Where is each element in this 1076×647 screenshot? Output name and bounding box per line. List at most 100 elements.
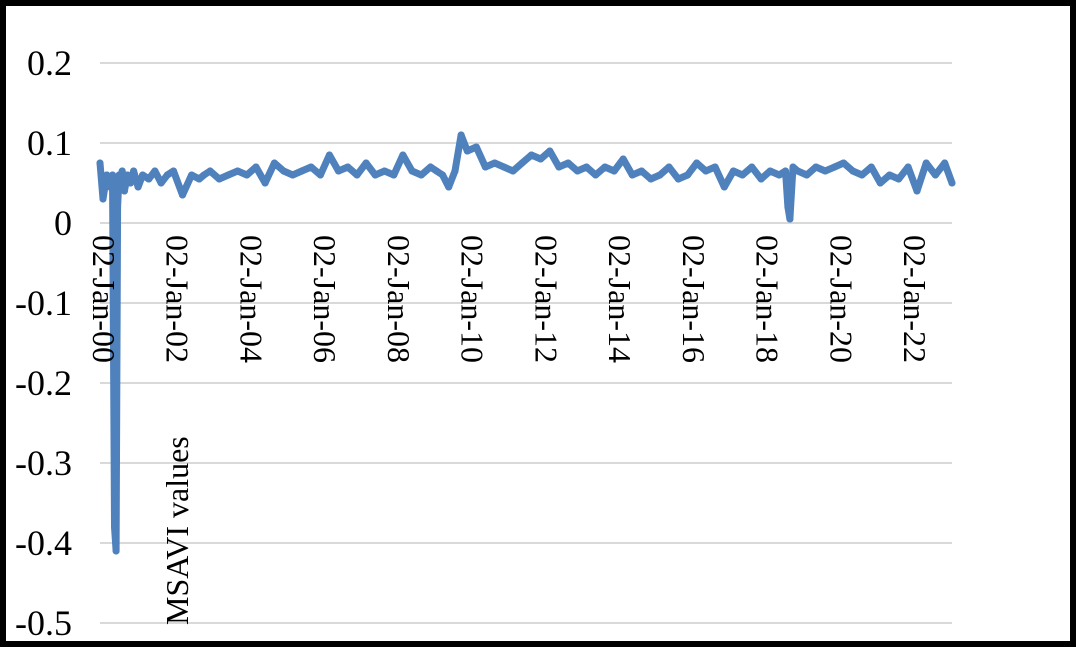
data-point — [794, 167, 802, 175]
x-tick-label: 02-Jan-10 — [455, 235, 491, 363]
data-point — [433, 167, 440, 175]
y-tick-label: -0.1 — [15, 283, 72, 323]
data-point — [114, 203, 122, 211]
data-point — [120, 187, 128, 195]
data-point — [674, 175, 682, 183]
data-point — [948, 179, 956, 187]
data-point — [555, 163, 563, 171]
data-point — [371, 171, 379, 179]
data-point — [684, 171, 692, 179]
y-tick-label: 0.1 — [27, 123, 72, 163]
data-point — [316, 171, 324, 179]
x-tick-label: 02-Jan-22 — [897, 235, 933, 363]
y-axis-ticks: 0.2 0.1 0 -0.1 -0.2 -0.3 -0.4 -0.5 — [15, 43, 72, 643]
data-point — [831, 163, 839, 171]
data-point — [109, 171, 116, 179]
data-point — [188, 171, 196, 179]
data-point — [381, 167, 388, 175]
data-point — [206, 167, 214, 175]
data-point — [610, 167, 618, 175]
data-point — [117, 179, 125, 187]
data-point — [527, 151, 535, 159]
data-point — [757, 175, 765, 183]
data-point — [103, 171, 111, 179]
data-point — [840, 159, 848, 167]
data-point — [656, 171, 664, 179]
series-layer — [96, 131, 956, 555]
data-point — [106, 183, 114, 191]
data-point — [399, 151, 407, 159]
x-tick-label: 02-Jan-16 — [676, 235, 712, 363]
data-point — [647, 175, 655, 183]
data-point — [702, 167, 710, 175]
data-point — [353, 171, 361, 179]
data-point — [130, 167, 138, 175]
data-point — [619, 155, 627, 163]
data-point — [362, 159, 370, 167]
data-point — [195, 175, 203, 183]
data-point — [518, 159, 526, 167]
data-point — [766, 167, 774, 175]
data-point — [457, 131, 465, 139]
x-tick-label: 02-Jan-04 — [234, 235, 270, 363]
data-point — [99, 195, 107, 203]
data-point — [583, 163, 590, 171]
data-point — [111, 523, 118, 531]
y-tick-label: -0.3 — [15, 443, 72, 483]
data-point — [748, 163, 756, 171]
data-point — [390, 171, 398, 179]
data-point — [439, 171, 447, 179]
data-point — [134, 183, 142, 191]
data-point — [127, 179, 135, 187]
data-point — [124, 171, 131, 179]
data-point — [215, 175, 223, 183]
data-point — [139, 171, 147, 179]
data-point — [261, 179, 269, 187]
data-point — [451, 167, 459, 175]
x-tick-label: 02-Jan-02 — [160, 235, 196, 363]
data-point — [592, 171, 600, 179]
data-point — [472, 143, 480, 151]
x-tick-label: 02-Jan-08 — [381, 235, 417, 363]
data-point — [784, 203, 792, 211]
data-point — [849, 167, 857, 175]
data-point — [601, 163, 609, 171]
data-point — [224, 171, 232, 179]
data-point — [335, 167, 342, 175]
data-point — [325, 151, 333, 159]
x-axis-ticks: 02-Jan-00 02-Jan-02 02-Jan-04 02-Jan-06 02-J… — [86, 235, 933, 363]
data-point — [904, 163, 912, 171]
data-point — [665, 163, 673, 171]
data-point — [157, 179, 165, 187]
data-point — [170, 167, 177, 175]
data-point — [922, 159, 930, 167]
y-tick-label: 0 — [54, 203, 72, 243]
x-tick-label: 02-Jan-00 — [86, 235, 122, 363]
data-point — [803, 171, 811, 179]
data-point — [858, 171, 866, 179]
data-point — [145, 175, 153, 183]
data-point — [163, 171, 171, 179]
data-point — [151, 167, 159, 175]
data-point — [112, 547, 120, 555]
data-point — [913, 187, 921, 195]
data-point — [711, 163, 719, 171]
y-tick-label: 0.2 — [27, 43, 72, 83]
data-point — [537, 155, 545, 163]
data-point — [638, 167, 646, 175]
data-point — [895, 175, 903, 183]
data-point — [867, 163, 875, 171]
data-point — [200, 171, 208, 179]
data-point — [445, 183, 453, 191]
data-point — [344, 163, 352, 171]
gridlines — [100, 62, 952, 624]
data-point — [941, 159, 949, 167]
data-point — [417, 171, 425, 179]
data-point — [886, 171, 893, 179]
data-point — [720, 183, 728, 191]
data-point — [427, 163, 434, 171]
data-point — [739, 171, 746, 179]
data-point — [270, 159, 278, 167]
data-point — [729, 167, 737, 175]
data-point — [876, 179, 884, 187]
